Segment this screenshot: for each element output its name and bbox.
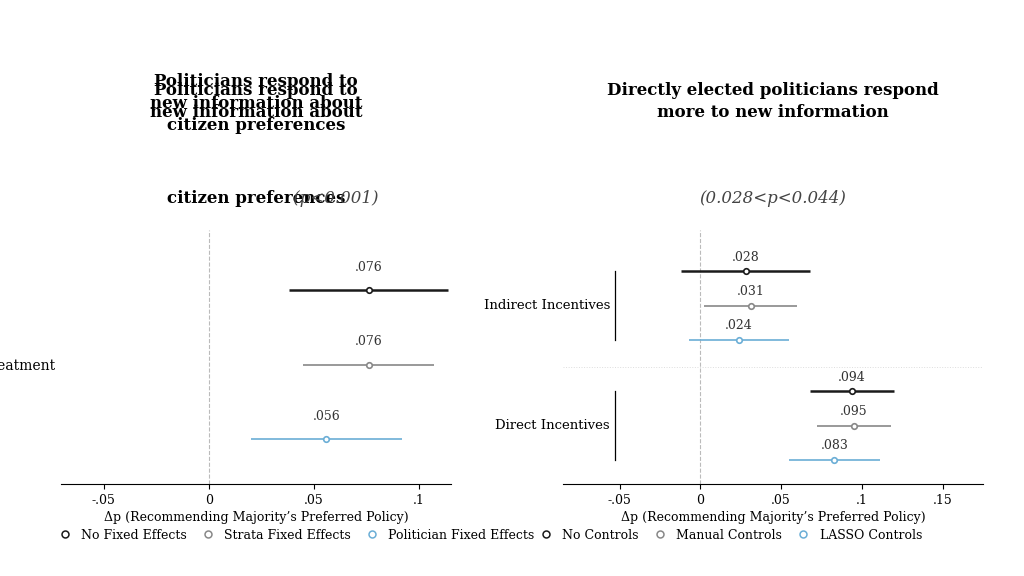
X-axis label: Δp (Recommending Majority’s Preferred Policy): Δp (Recommending Majority’s Preferred Po… [621,511,926,524]
Text: Politicians respond to
new information about
citizen preferences: Politicians respond to new information a… [150,73,362,134]
Text: (0.028<p<0.044): (0.028<p<0.044) [699,190,847,207]
Text: .095: .095 [840,405,867,418]
Text: Directly elected politicians respond
more to new information: Directly elected politicians respond mor… [607,82,939,121]
Legend: No Fixed Effects, Strata Fixed Effects, Politician Fixed Effects: No Fixed Effects, Strata Fixed Effects, … [47,524,540,547]
X-axis label: Δp (Recommending Majority’s Preferred Policy): Δp (Recommending Majority’s Preferred Po… [103,511,409,524]
Text: .083: .083 [820,439,849,452]
Text: .028: .028 [732,251,760,264]
Legend: No Controls, Manual Controls, LASSO Controls: No Controls, Manual Controls, LASSO Cont… [528,524,927,547]
Text: .076: .076 [354,335,382,348]
Text: .024: .024 [725,320,753,332]
Text: Indirect Incentives: Indirect Incentives [483,300,610,312]
Text: .056: .056 [312,410,340,423]
Text: Politicians respond to
new information about: Politicians respond to new information a… [150,82,362,121]
Text: .076: .076 [354,260,382,274]
Text: Direct Incentives: Direct Incentives [496,419,610,432]
Text: citizen preferences: citizen preferences [167,190,345,207]
Text: .031: .031 [736,285,765,298]
Text: (p<0.001): (p<0.001) [288,190,378,207]
Text: .094: .094 [839,371,866,384]
Text: citizen preferences  (p<0.001): citizen preferences (p<0.001) [127,73,385,134]
